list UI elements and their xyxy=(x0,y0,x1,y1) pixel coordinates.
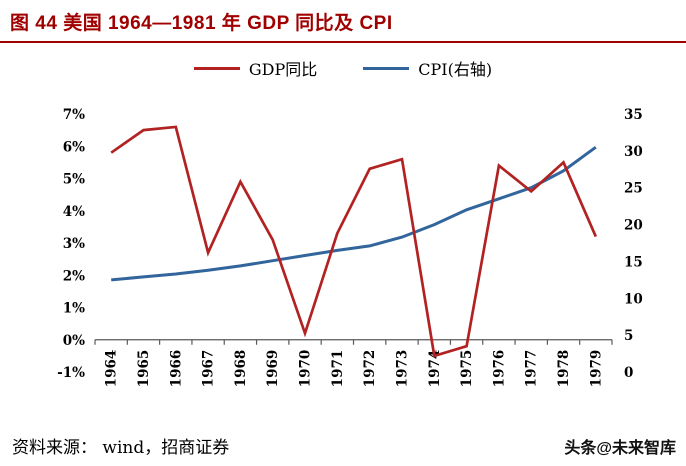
x-axis-tick-label: 1975 xyxy=(459,350,475,388)
x-axis-tick-label: 1977 xyxy=(524,350,540,388)
cpi-series-line xyxy=(111,145,597,282)
left-axis-tick-label: 7% xyxy=(63,107,85,123)
left-axis-tick-label: 1% xyxy=(63,301,85,317)
x-axis-tick-label: 1964 xyxy=(104,350,120,388)
cpi-line-sample xyxy=(363,66,410,70)
line-chart: 7% 6% 5% 4% 3% 2% 1% 0% -1% 35 30 25 20 15 10 5 0 1964 196… xyxy=(57,107,643,388)
x-axis-tick-label: 1978 xyxy=(556,350,572,388)
right-axis-tick-label: 10 xyxy=(624,291,643,307)
x-axis-tick-label: 1974 xyxy=(427,350,443,388)
gdp-line-sample xyxy=(193,66,240,70)
right-axis-tick-label: 15 xyxy=(624,254,643,270)
left-axis-tick-label: 5% xyxy=(63,172,85,188)
left-axis-tick-label: 4% xyxy=(63,204,85,220)
x-axis-tick-label: 1966 xyxy=(168,350,184,388)
gdp-series-line xyxy=(110,125,598,358)
chart-header: 图 44 美国 1964—1981 年 GDP 同比及 CPI xyxy=(0,0,686,43)
x-axis-tick-label: 1973 xyxy=(394,350,410,388)
legend-item-gdp: GDP同比 xyxy=(193,56,318,80)
right-axis-tick-label: 30 xyxy=(624,144,643,160)
x-axis-tick-label: 1971 xyxy=(330,350,346,388)
right-axis-tick-label: 35 xyxy=(624,107,643,123)
x-axis-tick-label: 1965 xyxy=(136,350,152,388)
right-axis-tick-label: 0 xyxy=(624,365,633,381)
x-axis-tick-label: 1976 xyxy=(491,350,507,388)
chart-title: 图 44 美国 1964—1981 年 GDP 同比及 CPI xyxy=(10,13,393,34)
right-axis-tick-label: 25 xyxy=(624,181,643,197)
left-axis-tick-label: -1% xyxy=(57,365,85,381)
watermark: 头条@未来智库 xyxy=(564,440,676,457)
chart-footer: 资料来源： wind，招商证券 头条@未来智库 xyxy=(0,410,686,466)
x-axis-tick-label: 1969 xyxy=(265,350,281,388)
legend-label-cpi: CPI(右轴) xyxy=(418,60,493,79)
x-axis-tick-label: 1967 xyxy=(201,350,217,388)
legend: GDP同比 CPI(右轴) xyxy=(0,56,686,80)
left-axis-tick-label: 2% xyxy=(63,268,85,284)
x-axis-tick-label: 1970 xyxy=(298,350,314,388)
left-axis-tick-label: 3% xyxy=(63,236,85,252)
right-axis-tick-label: 5 xyxy=(624,328,633,344)
right-axis-tick-label: 20 xyxy=(624,218,643,234)
x-axis-tick-label: 1968 xyxy=(233,350,249,388)
x-axis-tick-label: 1972 xyxy=(362,350,378,388)
left-axis-tick-label: 0% xyxy=(63,333,85,349)
source-note: 资料来源： wind，招商证券 xyxy=(12,438,230,458)
x-axis-tick-label: 1979 xyxy=(588,350,604,388)
legend-item-cpi: CPI(右轴) xyxy=(363,56,492,80)
legend-label-gdp: GDP同比 xyxy=(248,60,318,79)
left-axis-tick-label: 6% xyxy=(63,139,85,155)
